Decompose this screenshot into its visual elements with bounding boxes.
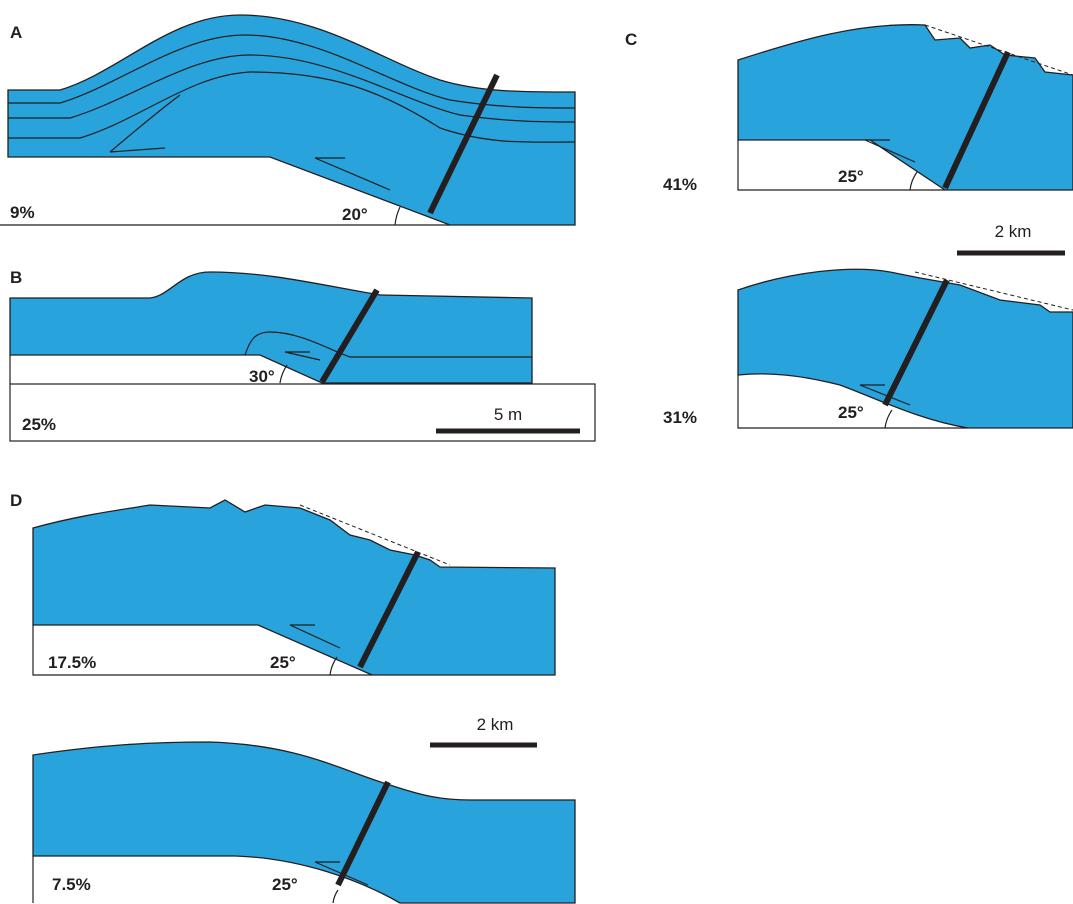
panel-b: 5 m B 25% 30° — [10, 268, 595, 441]
panel-a: A 9% 20° — [0, 15, 575, 225]
angle-label: 25° — [272, 875, 298, 894]
angle-label: 25° — [838, 167, 864, 186]
scale-label: 2 km — [995, 222, 1032, 241]
angle-label: 25° — [838, 403, 864, 422]
shortening-label: 9% — [10, 203, 35, 222]
shortening-label: 25% — [22, 415, 56, 434]
figure: A 9% 20° 5 m B 25% 30° 2 km C 41% 25° — [0, 0, 1073, 904]
angle-arc — [280, 365, 287, 383]
angle-arc — [910, 172, 917, 190]
rock-body — [738, 25, 1073, 190]
angle-arc — [885, 410, 892, 428]
shortening-label: 31% — [663, 408, 697, 427]
scale-label: 2 km — [477, 715, 514, 734]
angle-label: 20° — [342, 205, 368, 224]
rock-body — [33, 742, 575, 903]
panel-c: 2 km C 41% 25° 31% 25° — [625, 25, 1073, 428]
rock-body — [738, 269, 1073, 428]
angle-arc — [333, 890, 338, 903]
rock-body — [8, 15, 575, 225]
rock-body — [33, 500, 555, 675]
panel-d: D 17.5% 25° 2 km 7.5% 25° — [10, 491, 575, 903]
panel-label: A — [10, 23, 22, 42]
angle-arc — [395, 207, 400, 225]
panel-label: D — [10, 491, 22, 510]
shortening-label: 41% — [663, 175, 697, 194]
angle-label: 30° — [249, 367, 275, 386]
panel-label: B — [10, 268, 22, 287]
scale-label: 5 m — [494, 405, 522, 424]
shortening-label: 17.5% — [48, 653, 96, 672]
angle-label: 25° — [270, 653, 296, 672]
panel-label: C — [625, 30, 637, 49]
shortening-label: 7.5% — [52, 875, 91, 894]
